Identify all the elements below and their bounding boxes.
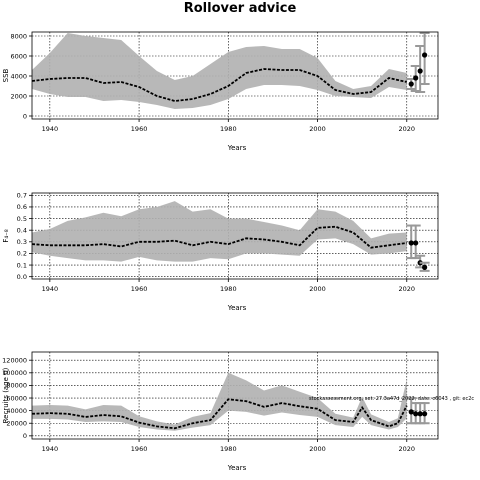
y-tick-label: 0 <box>23 112 27 120</box>
x-tick-label: 1980 <box>220 125 237 133</box>
projection-point <box>417 68 423 74</box>
y-tick-label: 8000 <box>10 32 27 40</box>
projection-point <box>422 264 428 270</box>
panel-1: 1940 1960 1980 2000 2020 0 2000 4000 6000 8000 Yea… <box>2 31 439 152</box>
projection-point <box>413 411 419 417</box>
x-tick-label: 2020 <box>398 125 415 133</box>
confidence-band <box>32 33 407 109</box>
y-tick-label: 60000 <box>6 394 27 402</box>
axes-frame <box>31 192 439 280</box>
x-tick-label: 1960 <box>131 445 148 453</box>
confidence-band <box>32 201 407 262</box>
y-axis-label: Recruits (age 0) <box>2 367 10 423</box>
chart-panels: 1940 1960 1980 2000 2020 0 2000 4000 6000 8000 Yea… <box>2 31 439 472</box>
x-tick-label: 2000 <box>309 285 326 293</box>
x-tick-label: 2000 <box>309 125 326 133</box>
y-axis-label: F₄₋₈ <box>2 229 10 243</box>
y-tick-label: 0.6 <box>17 203 27 211</box>
panel-3: 1940 1960 1980 2000 2020 0 20000 40000 60000 8000… <box>2 351 439 472</box>
projection-point <box>417 411 423 417</box>
figure-title: Rollover advice <box>184 1 297 16</box>
y-tick-label: 6000 <box>10 52 27 60</box>
y-tick-label: 4000 <box>10 72 27 80</box>
x-tick-label: 1940 <box>42 445 59 453</box>
y-tick-label: 0 <box>23 432 27 440</box>
y-tick-label: 0.0 <box>17 273 27 281</box>
stockassessment-annotation: stockassessment.org, set: 27.3a47d_2022,… <box>309 396 474 402</box>
y-tick-label: 40000 <box>6 407 27 415</box>
y-tick-label: 0.3 <box>17 238 27 246</box>
x-tick-label: 1980 <box>220 285 237 293</box>
y-tick-label: 0.2 <box>17 250 27 258</box>
projection-point <box>408 81 414 87</box>
projection-point <box>413 75 419 81</box>
axes-frame <box>31 31 439 120</box>
x-tick-label: 1960 <box>131 285 148 293</box>
x-axis-label: Years <box>227 144 247 152</box>
x-tick-label: 1960 <box>131 125 148 133</box>
y-tick-label: 120000 <box>2 356 27 364</box>
y-tick-label: 80000 <box>6 382 27 390</box>
series-line <box>31 398 408 430</box>
y-tick-label: 2000 <box>10 92 27 100</box>
y-tick-label: 100000 <box>2 369 27 377</box>
projection-point <box>422 52 428 58</box>
projection-point <box>408 409 414 415</box>
y-tick-label: 0.5 <box>17 215 27 223</box>
x-tick-label: 2000 <box>309 445 326 453</box>
x-tick-label: 2020 <box>398 285 415 293</box>
x-tick-label: 1980 <box>220 445 237 453</box>
x-tick-label: 1940 <box>42 125 59 133</box>
y-tick-label: 0.1 <box>17 261 27 269</box>
panel-2: 1940 1960 1980 2000 2020 0.0 0.1 0.2 0.3 0.4 0.5 0.… <box>2 192 439 312</box>
axes-frame <box>31 351 439 440</box>
series-line <box>31 68 407 102</box>
projection-point <box>408 240 414 246</box>
confidence-band <box>32 372 407 431</box>
y-tick-label: 0.7 <box>17 192 27 200</box>
projection-point <box>413 240 419 246</box>
y-tick-label: 20000 <box>6 420 27 428</box>
x-axis-label: Years <box>227 304 247 312</box>
y-axis-label: SSB <box>2 68 10 82</box>
x-tick-label: 2020 <box>398 445 415 453</box>
x-axis-label: Years <box>227 464 247 472</box>
series-line <box>31 225 407 249</box>
projection-point <box>422 411 428 417</box>
x-tick-label: 1940 <box>42 285 59 293</box>
y-tick-label: 0.4 <box>17 226 27 234</box>
